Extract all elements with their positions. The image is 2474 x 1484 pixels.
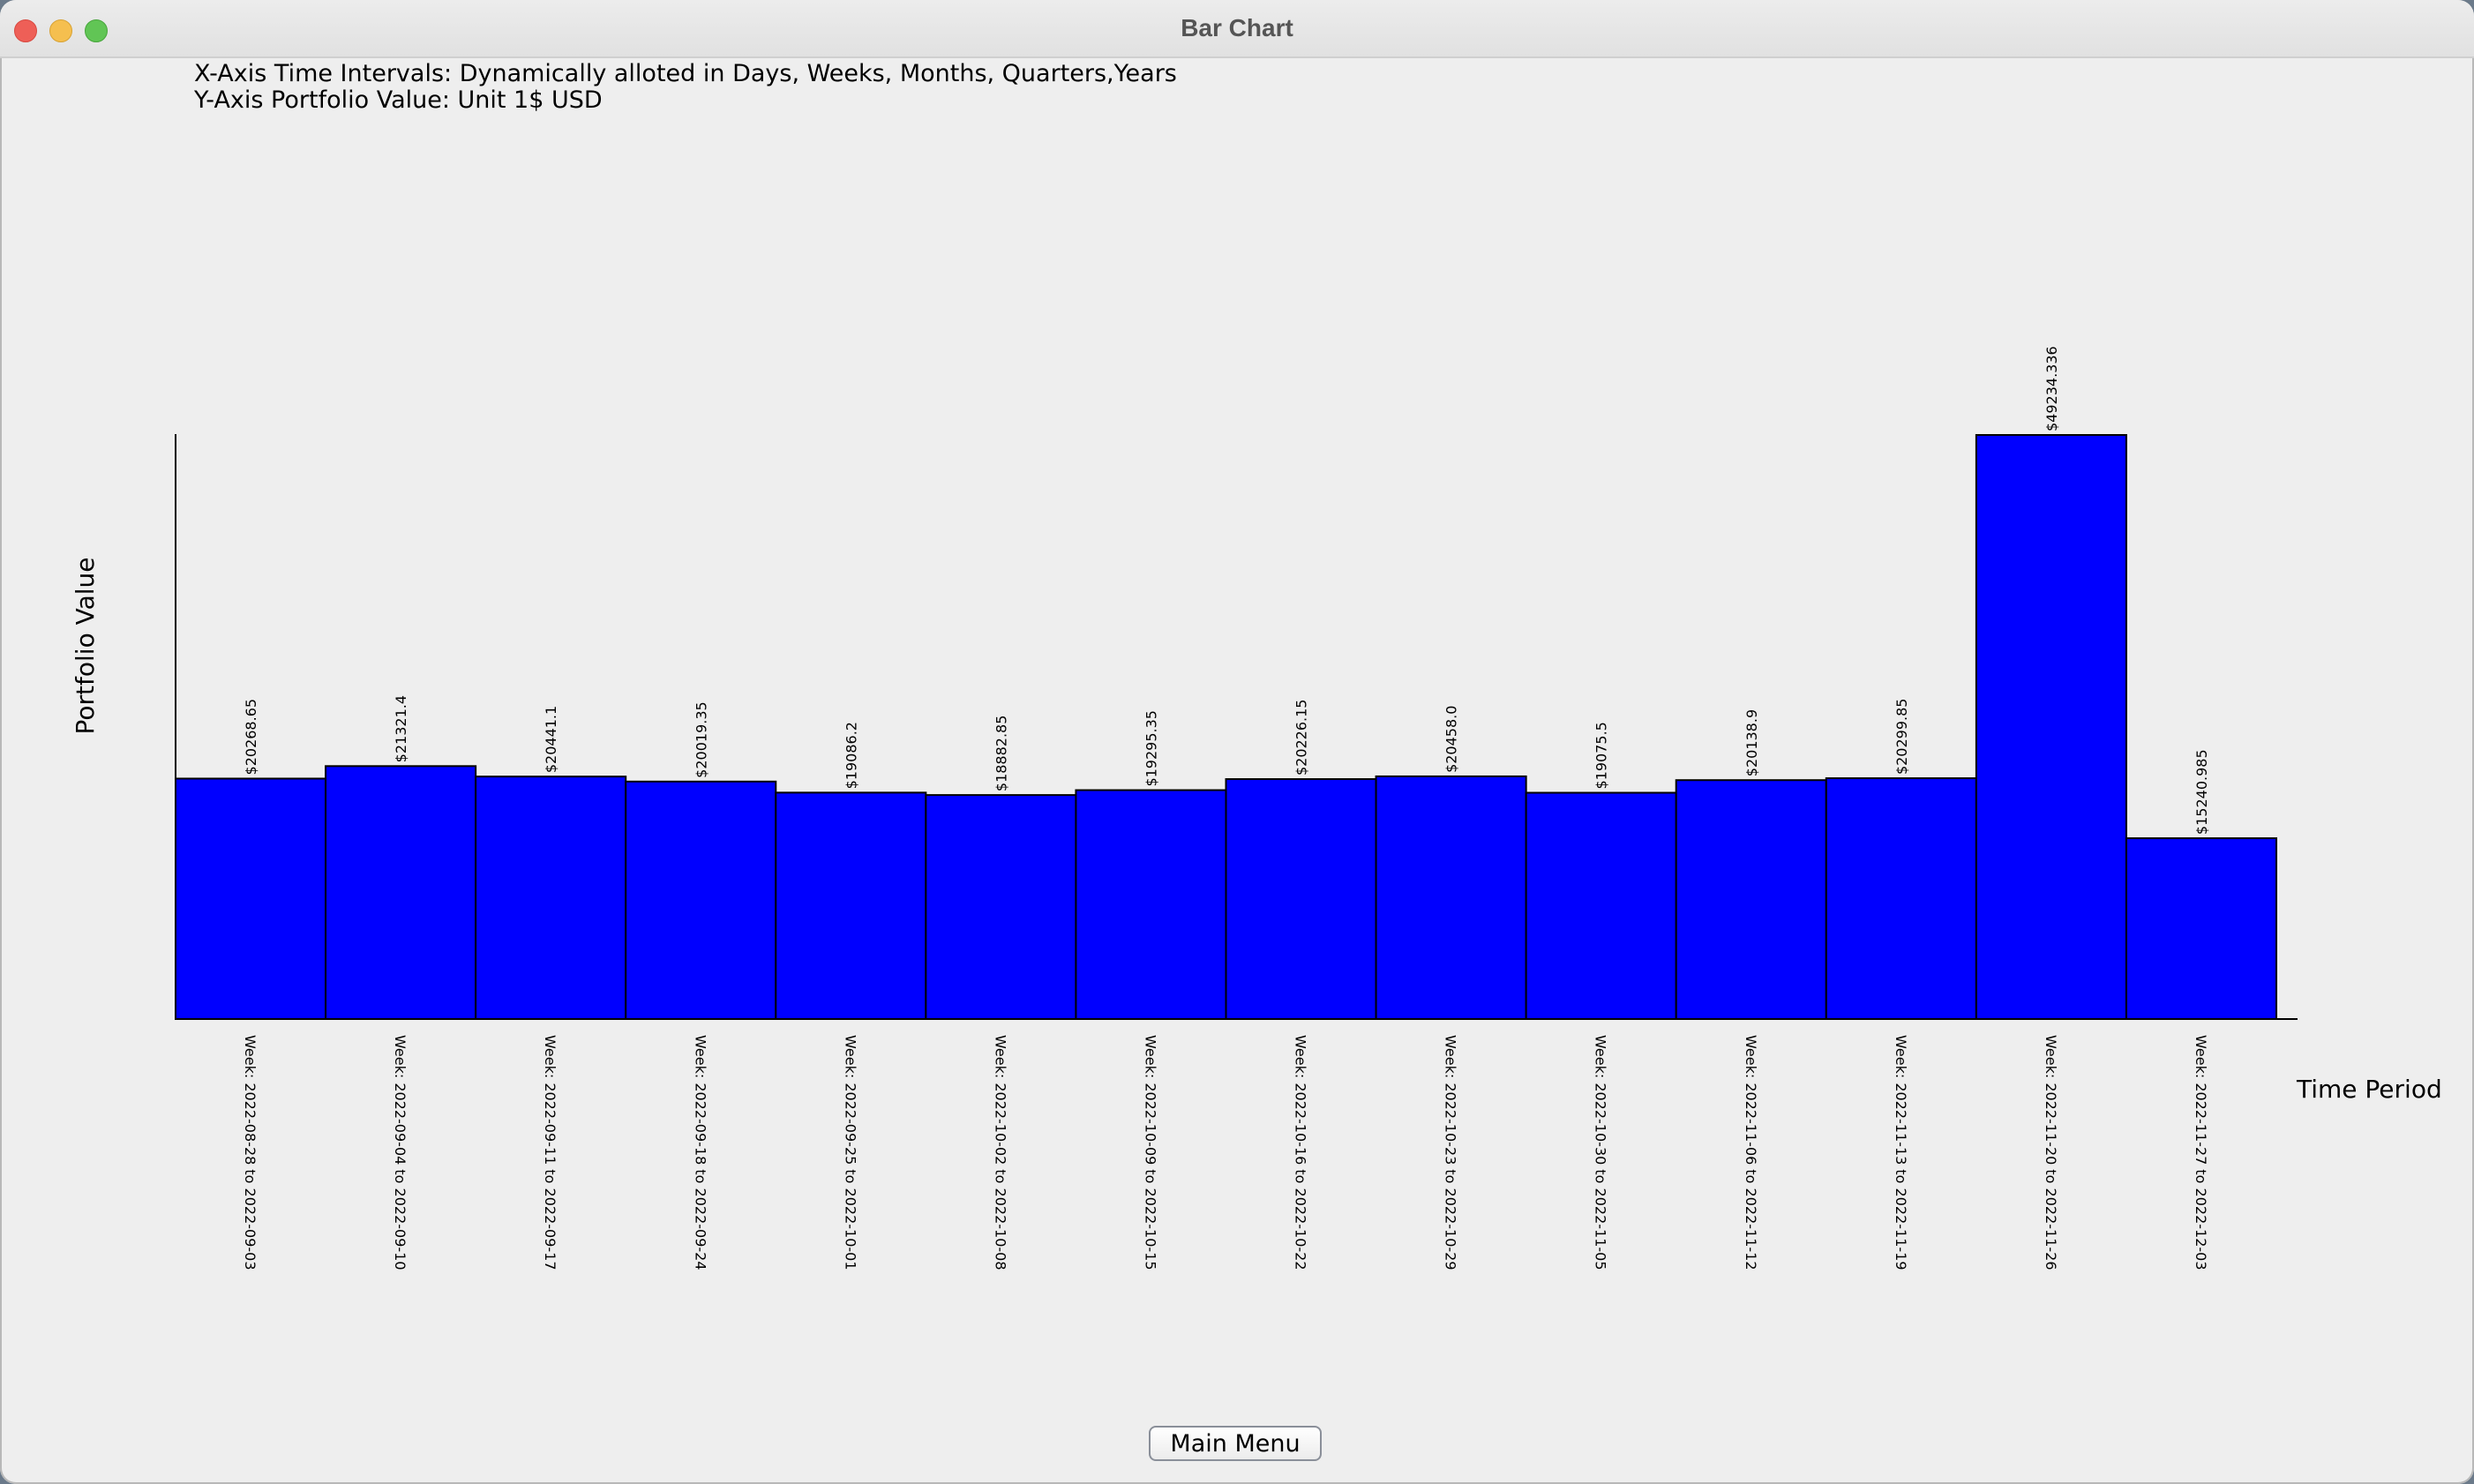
- category-label: Week: 2022-08-28 to 2022-09-03: [242, 1035, 259, 1270]
- minimize-window-button[interactable]: [49, 19, 72, 42]
- bar: [475, 776, 627, 1020]
- window-title: Bar Chart: [1181, 14, 1293, 41]
- bar-value-label: $20299.85: [1893, 699, 1910, 776]
- bar: [1075, 789, 1227, 1020]
- category-label: Week: 2022-09-04 to 2022-09-10: [392, 1035, 409, 1270]
- value-labels-group: $20268.65 $21321.4 $20441.1 $20019.35 $19086…: [243, 346, 2210, 835]
- bar-value-label: $18882.85: [993, 716, 1009, 792]
- bar-value-label: $19086.2: [843, 722, 859, 789]
- bar: [1225, 778, 1377, 1020]
- category-label: Week: 2022-09-25 to 2022-10-01: [842, 1035, 858, 1270]
- category-label: Week: 2022-10-02 to 2022-10-08: [992, 1035, 1008, 1270]
- bar-value-label: $20138.9: [1743, 709, 1760, 776]
- bar: [1525, 791, 1677, 1020]
- bar-value-label: $19075.5: [1593, 722, 1610, 789]
- bar-chart: Portfolio Value Time Period $20268.65 $21…: [71, 346, 2442, 1270]
- bar: [325, 765, 477, 1020]
- category-label: Week: 2022-09-11 to 2022-09-17: [542, 1035, 559, 1270]
- bar: [775, 791, 927, 1020]
- bar: [2125, 837, 2277, 1020]
- category-label: Week: 2022-11-20 to 2022-11-26: [2043, 1035, 2059, 1270]
- x-axis-info-text: X-Axis Time Intervals: Dynamically allot…: [194, 60, 1177, 87]
- category-labels-group: Week: 2022-08-28 to 2022-09-03 Week: 2022…: [242, 1035, 2209, 1270]
- bar: [1825, 777, 1977, 1020]
- bar: [625, 780, 777, 1020]
- bar-value-label: $20458.0: [1443, 706, 1460, 773]
- maximize-window-button[interactable]: [85, 19, 108, 42]
- category-label: Week: 2022-10-16 to 2022-10-22: [1293, 1035, 1309, 1270]
- bar-value-label: $20226.15: [1293, 700, 1310, 776]
- category-label: Week: 2022-11-06 to 2022-11-12: [1743, 1035, 1759, 1270]
- category-label: Week: 2022-11-27 to 2022-12-03: [2193, 1035, 2209, 1270]
- category-label: Week: 2022-09-18 to 2022-09-24: [692, 1035, 708, 1270]
- category-label: Week: 2022-10-23 to 2022-10-29: [1443, 1035, 1459, 1270]
- bar: [925, 794, 1077, 1021]
- category-label: Week: 2022-10-09 to 2022-10-15: [1142, 1035, 1158, 1270]
- y-axis-label: Portfolio Value: [71, 558, 100, 735]
- main-menu-button[interactable]: Main Menu: [1149, 1426, 1322, 1461]
- bar: [1975, 434, 2127, 1020]
- bar-value-label: $20268.65: [243, 699, 259, 776]
- bar: [1675, 779, 1827, 1020]
- title-bar: Bar Chart: [0, 0, 2474, 58]
- x-axis-label: Time Period: [2296, 1075, 2442, 1104]
- category-label: Week: 2022-11-13 to 2022-11-19: [1893, 1035, 1909, 1270]
- y-axis-info-text: Y-Axis Portfolio Value: Unit 1$ USD: [194, 86, 603, 114]
- bars-group: [175, 434, 2277, 1021]
- bar-value-label: $21321.4: [393, 695, 409, 762]
- close-window-button[interactable]: [14, 19, 37, 42]
- bar: [1375, 775, 1527, 1020]
- bar-value-label: $20441.1: [543, 706, 559, 773]
- bar: [175, 777, 327, 1020]
- bar-value-label: $49234.336: [2043, 346, 2060, 431]
- bar-value-label: $19295.35: [1143, 710, 1159, 787]
- bar-value-label: $15240.985: [2193, 749, 2210, 835]
- bar-value-label: $20019.35: [693, 701, 709, 778]
- category-label: Week: 2022-10-30 to 2022-11-05: [1593, 1035, 1609, 1270]
